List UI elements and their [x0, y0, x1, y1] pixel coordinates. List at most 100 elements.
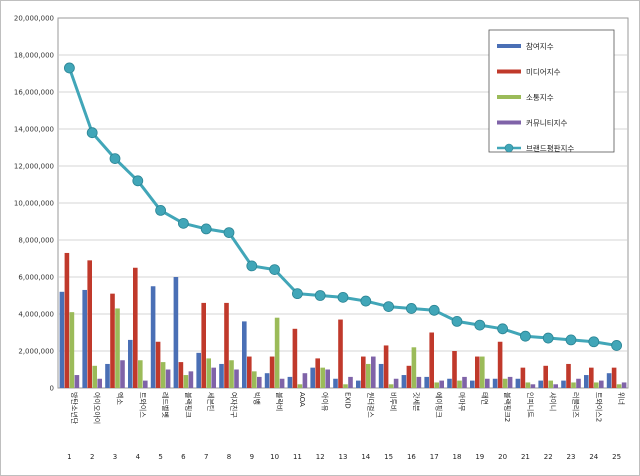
- bar: [110, 293, 115, 388]
- x-category-label: 샤이니: [549, 392, 558, 411]
- x-category-label: 비투비: [389, 392, 398, 411]
- x-index-label: 13: [339, 453, 348, 461]
- bar: [92, 365, 97, 388]
- legend-label: 참여지수: [526, 41, 554, 51]
- line-marker: [588, 336, 600, 348]
- x-axis-category-labels: 방탄소년단 1 아이오아이 2 엑소 3 트와이스 4 레드벨벳 5 블랙핑크 6 세븐틴 7 여자친구 8 빅…: [67, 392, 626, 461]
- bar: [406, 365, 412, 388]
- legend-box: [488, 29, 615, 153]
- bar: [434, 382, 439, 388]
- bar: [242, 321, 247, 388]
- x-index-label: 14: [361, 453, 370, 461]
- x-index-label: 7: [204, 453, 208, 461]
- bar: [416, 376, 422, 388]
- x-category-label: 빅뱅: [252, 392, 261, 405]
- x-category-label: 블랙핑크2: [503, 392, 512, 422]
- bar: [561, 380, 566, 388]
- line-marker: [520, 330, 531, 342]
- y-tick-label: 8,000,000: [18, 237, 54, 245]
- x-category-label: 세븐틴: [207, 392, 216, 411]
- bar: [470, 380, 475, 388]
- x-index-label: 25: [612, 453, 621, 461]
- x-index-label: 1: [67, 453, 71, 461]
- x-index-label: 22: [544, 453, 553, 461]
- y-tick-label: 6,000,000: [18, 274, 54, 282]
- x-index-label: 17: [430, 453, 439, 461]
- x-category-label: 마마무: [458, 392, 467, 412]
- bar: [338, 319, 343, 388]
- bar: [333, 378, 338, 388]
- x-category-label: EXID: [344, 392, 352, 409]
- bar: [297, 384, 303, 388]
- bar: [480, 356, 485, 388]
- x-index-label: 23: [567, 453, 576, 461]
- bar: [383, 345, 389, 388]
- line-marker: [428, 304, 440, 316]
- bar: [457, 380, 462, 388]
- bar: [188, 371, 194, 388]
- bar: [64, 252, 70, 388]
- line-marker: [132, 175, 144, 187]
- legend-label: 미디어지수: [526, 67, 561, 77]
- bar: [315, 358, 320, 388]
- line-marker: [291, 288, 303, 300]
- bar: [229, 360, 234, 388]
- bar: [120, 360, 125, 388]
- line-marker: [337, 291, 349, 303]
- bar: [279, 378, 285, 388]
- bar: [343, 384, 348, 388]
- bar: [599, 380, 604, 388]
- bar: [105, 363, 110, 388]
- x-category-label: 레드벨벳: [161, 392, 170, 418]
- x-category-label: 인피니트: [526, 392, 535, 418]
- bar: [429, 332, 434, 388]
- bar-series: [59, 252, 627, 388]
- x-index-label: 24: [589, 453, 598, 461]
- x-index-label: 10: [270, 453, 279, 461]
- x-index-label: 21: [521, 453, 530, 461]
- bar: [211, 367, 216, 388]
- bar: [320, 367, 325, 388]
- legend-marker-swatch: [504, 143, 514, 153]
- bar: [325, 369, 330, 388]
- legend-label: 브랜드평판지수: [526, 143, 574, 153]
- x-index-label: 3: [113, 453, 117, 461]
- legend-label: 커뮤니티지수: [526, 119, 567, 128]
- bar: [553, 384, 558, 388]
- x-index-label: 16: [407, 453, 416, 461]
- bar: [616, 384, 622, 388]
- y-tick-label: 2,000,000: [18, 348, 54, 356]
- x-category-label: 갓세븐: [412, 392, 421, 412]
- bar: [594, 382, 599, 388]
- bar: [411, 347, 417, 388]
- line-marker: [542, 332, 554, 344]
- bar: [606, 373, 612, 388]
- bar: [507, 376, 513, 388]
- bar: [424, 376, 429, 388]
- line-marker: [177, 217, 189, 229]
- line-marker: [405, 303, 417, 314]
- bar: [234, 369, 239, 388]
- bar: [247, 356, 252, 388]
- x-index-label: 6: [181, 453, 186, 461]
- y-tick-label: 12,000,000: [14, 163, 54, 171]
- bar: [302, 373, 308, 388]
- x-category-label: 아이유: [321, 392, 330, 412]
- y-tick-label: 20,000,000: [14, 15, 54, 23]
- bar: [538, 380, 543, 388]
- line-marker: [109, 153, 121, 165]
- bar: [206, 358, 211, 388]
- line-series: [64, 62, 622, 351]
- bar: [621, 382, 627, 388]
- x-category-label: 블랙핑크: [184, 392, 193, 418]
- x-category-label: 러블리즈: [572, 392, 581, 418]
- bar: [452, 351, 457, 388]
- bar: [115, 308, 120, 388]
- bar: [502, 378, 508, 388]
- y-tick-label: 4,000,000: [18, 311, 54, 319]
- bar: [393, 378, 399, 388]
- bar: [462, 376, 467, 388]
- line-marker: [497, 323, 509, 335]
- bar: [160, 362, 166, 388]
- bar: [138, 360, 143, 388]
